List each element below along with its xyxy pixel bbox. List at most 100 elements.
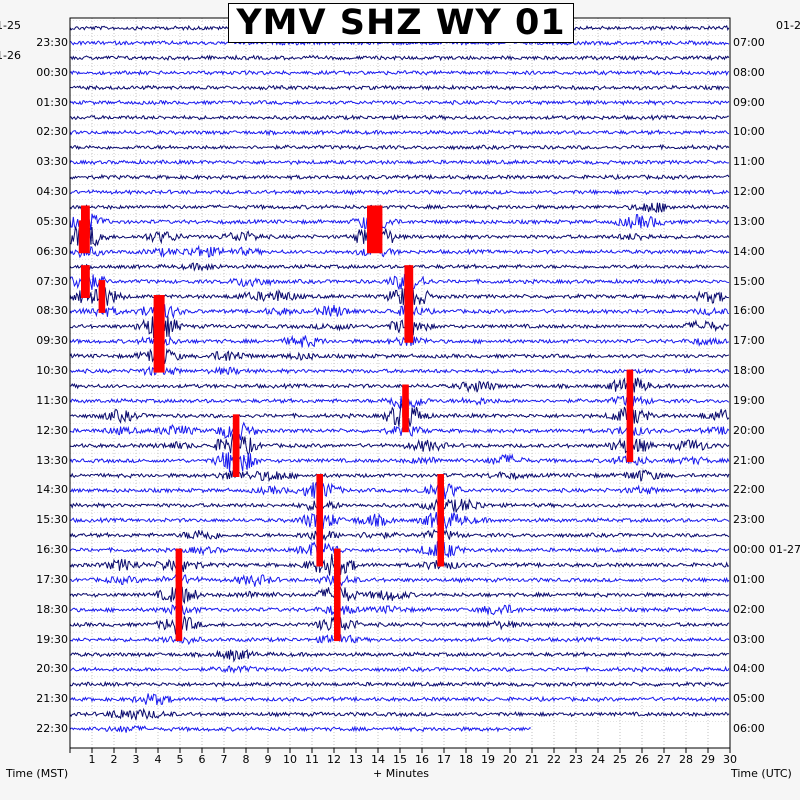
seismic-trace bbox=[69, 528, 730, 542]
seismic-trace bbox=[70, 648, 729, 663]
clipped-event-marker bbox=[175, 608, 183, 642]
x-tick-label: 8 bbox=[242, 753, 250, 766]
seismic-trace bbox=[69, 393, 730, 411]
right-time-label: 02:00 bbox=[733, 602, 765, 616]
seismic-trace bbox=[69, 481, 729, 501]
x-tick-label: 6 bbox=[198, 753, 206, 766]
seismic-trace bbox=[69, 84, 730, 92]
right-time-label: 05:00 bbox=[733, 692, 765, 706]
seismic-trace bbox=[69, 421, 730, 441]
right-time-label: 03:00 bbox=[733, 632, 765, 646]
x-tick-label: 15 bbox=[393, 753, 407, 766]
clipped-event-marker bbox=[316, 533, 323, 567]
seismic-trace bbox=[69, 334, 730, 349]
clipped-event-marker bbox=[175, 548, 183, 582]
seismic-trace bbox=[69, 273, 729, 291]
seismic-trace bbox=[69, 725, 532, 733]
left-time-label: 09:30 bbox=[36, 334, 68, 348]
seismic-trace bbox=[69, 188, 730, 196]
clipped-event-marker bbox=[232, 444, 240, 477]
grid bbox=[70, 18, 730, 748]
x-tick-label: 7 bbox=[220, 753, 228, 766]
clipped-event-marker bbox=[153, 309, 165, 343]
right-date-label: 01-27 bbox=[769, 543, 800, 557]
clipped-event-marker bbox=[316, 474, 323, 507]
x-tick-label: 3 bbox=[132, 753, 140, 766]
x-tick-label: 23 bbox=[569, 753, 583, 766]
left-time-label: 05:30 bbox=[36, 214, 68, 228]
x-tick-label: 4 bbox=[154, 753, 162, 766]
right-time-label: 16:00 bbox=[733, 304, 765, 318]
right-time-label: 20:00 bbox=[733, 423, 765, 437]
x-tick-label: 16 bbox=[415, 753, 429, 766]
clipped-event-marker bbox=[626, 369, 634, 403]
right-date-label: 01-2 bbox=[776, 19, 800, 32]
right-time-label: 10:00 bbox=[733, 125, 765, 139]
clipped-event-marker bbox=[626, 429, 634, 463]
seismic-trace bbox=[69, 665, 730, 674]
x-tick-label: 12 bbox=[327, 753, 341, 766]
seismic-trace bbox=[69, 173, 730, 181]
clipped-event-marker bbox=[437, 503, 444, 537]
seismic-trace bbox=[69, 377, 730, 396]
left-time-label: 15:30 bbox=[36, 513, 68, 527]
clipped-event-marker bbox=[153, 339, 165, 373]
seismic-trace bbox=[69, 212, 730, 232]
left-time-label: 03:30 bbox=[36, 155, 68, 169]
x-tick-label: 9 bbox=[264, 753, 272, 766]
seismic-trace bbox=[69, 693, 730, 705]
left-time-label: 02:30 bbox=[36, 125, 68, 139]
x-tick-label: 2 bbox=[110, 753, 118, 766]
x-tick-label: 13 bbox=[349, 753, 363, 766]
left-time-label: 10:30 bbox=[36, 364, 68, 378]
seismic-trace bbox=[69, 158, 729, 166]
clipped-event-marker bbox=[334, 548, 341, 582]
clipped-event-marker bbox=[402, 399, 409, 433]
left-time-label: 22:30 bbox=[36, 722, 68, 736]
seismic-trace bbox=[69, 348, 730, 365]
x-tick-label: 26 bbox=[635, 753, 649, 766]
x-tick-label: 21 bbox=[525, 753, 539, 766]
clipped-event-marker bbox=[334, 578, 341, 612]
clipped-event-marker bbox=[437, 474, 444, 507]
x-tick-label: 30 bbox=[723, 753, 737, 766]
left-date-label: 1-25 bbox=[0, 19, 21, 32]
right-time-label: 01:00 bbox=[733, 572, 765, 586]
clipped-event-marker bbox=[316, 503, 323, 537]
seismic-trace bbox=[69, 54, 730, 62]
right-time-label: 18:00 bbox=[733, 364, 765, 378]
left-axis-title: Time (MST) bbox=[6, 767, 69, 780]
left-time-label: 14:30 bbox=[36, 483, 68, 497]
clipped-event-marker bbox=[404, 280, 414, 313]
right-time-label: 09:00 bbox=[733, 95, 765, 109]
seismic-trace bbox=[69, 314, 729, 339]
seismic-trace bbox=[69, 433, 730, 458]
seismic-trace bbox=[69, 511, 730, 531]
left-time-label: 13:30 bbox=[36, 453, 68, 467]
x-tick-label: 18 bbox=[459, 753, 473, 766]
clipped-event-marker bbox=[78, 220, 90, 254]
seismic-trace bbox=[69, 452, 730, 473]
seismic-trace bbox=[69, 402, 730, 430]
x-tick-label: 29 bbox=[701, 753, 715, 766]
clipped-event-marker bbox=[175, 578, 183, 612]
x-tick-label: 14 bbox=[371, 753, 385, 766]
left-time-label: 07:30 bbox=[36, 274, 68, 288]
right-time-label: 14:00 bbox=[733, 244, 765, 258]
right-time-label: 12:00 bbox=[733, 185, 765, 199]
right-time-label: 08:00 bbox=[733, 65, 765, 79]
x-tick-label: 10 bbox=[283, 753, 297, 766]
right-time-label: 17:00 bbox=[733, 334, 765, 348]
x-tick-label: 20 bbox=[503, 753, 517, 766]
left-time-label: 08:30 bbox=[36, 304, 68, 318]
x-tick-label: 17 bbox=[437, 753, 451, 766]
right-time-label: 00:00 bbox=[733, 543, 765, 557]
seismic-trace bbox=[69, 129, 730, 137]
title-box: YMV SHZ WY 01 bbox=[228, 3, 574, 43]
x-tick-label: 25 bbox=[613, 753, 627, 766]
left-time-label: 11:30 bbox=[36, 393, 68, 407]
clipped-event-marker bbox=[626, 399, 634, 433]
seismic-trace bbox=[69, 304, 730, 321]
left-time-label: 20:30 bbox=[36, 662, 68, 676]
